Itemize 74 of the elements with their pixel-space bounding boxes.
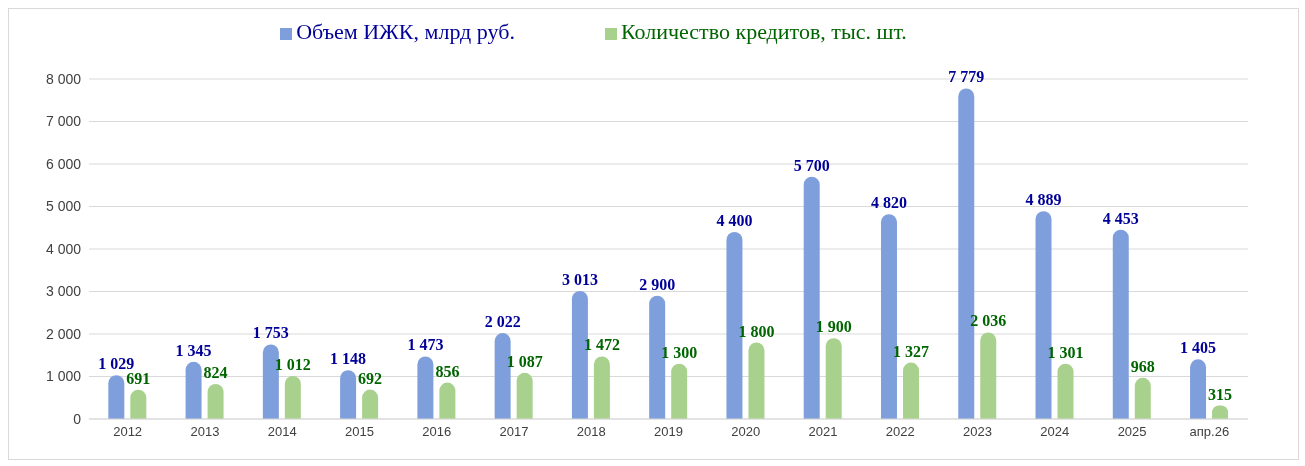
y-tick-label: 2 000 — [45, 325, 82, 342]
bar — [748, 342, 765, 419]
data-label: 1 473 — [407, 336, 444, 354]
x-tick-label: 2017 — [499, 424, 529, 440]
legend-label: Объем ИЖК, млрд руб. — [296, 19, 515, 44]
bar — [185, 361, 202, 419]
data-label: 4 453 — [1102, 209, 1139, 227]
data-label: 824 — [203, 363, 228, 381]
x-tick-label: 2024 — [1040, 424, 1070, 440]
data-label: 1 012 — [274, 355, 311, 373]
x-tick-label: 2020 — [731, 424, 761, 440]
bar — [902, 362, 919, 419]
bar — [207, 383, 224, 419]
bar — [108, 375, 125, 419]
bar — [439, 382, 456, 419]
data-label: 1 900 — [815, 318, 852, 336]
x-tick-label: 2019 — [654, 424, 683, 440]
data-label: 3 013 — [561, 270, 598, 288]
bar — [593, 356, 610, 419]
data-label: 692 — [358, 369, 383, 387]
y-tick-label: 7 000 — [45, 113, 82, 130]
bar — [1134, 377, 1151, 419]
x-tick-label: 2022 — [885, 424, 915, 440]
x-tick-label: 2012 — [113, 424, 143, 440]
bar — [130, 389, 147, 419]
data-label: 4 889 — [1025, 191, 1062, 209]
y-tick-label: 5 000 — [45, 198, 82, 215]
bar — [1112, 229, 1129, 419]
x-tick-label: 2025 — [1117, 424, 1147, 440]
data-label: 1 300 — [661, 343, 698, 361]
x-tick-label: 2015 — [344, 424, 374, 440]
x-tick-label: 2021 — [808, 424, 838, 440]
data-label: 2 022 — [484, 313, 521, 331]
data-label: 856 — [435, 362, 460, 380]
data-label: 1 472 — [583, 336, 620, 354]
data-label: 2 900 — [639, 275, 676, 293]
data-label: 1 327 — [892, 342, 929, 360]
bar — [284, 375, 301, 419]
y-tick-label: 8 000 — [45, 70, 82, 87]
bar — [825, 338, 842, 419]
bar — [671, 363, 688, 419]
y-tick-label: 0 — [73, 410, 82, 427]
data-label: 4 400 — [716, 212, 753, 229]
data-label: 1 087 — [506, 352, 543, 370]
bar — [362, 389, 379, 419]
x-tick-label: 2023 — [963, 424, 993, 440]
data-label: 7 779 — [948, 68, 985, 86]
legend-label: Количество кредитов, тыс. шт. — [620, 19, 907, 44]
x-tick-label: апр.26 — [1189, 424, 1230, 440]
x-tick-label: 2013 — [190, 424, 220, 440]
y-tick-label: 3 000 — [45, 283, 82, 300]
data-label: 968 — [1130, 357, 1155, 375]
data-label: 1 345 — [175, 341, 212, 359]
bar — [516, 372, 533, 419]
data-label: 1 405 — [1180, 339, 1217, 357]
data-label: 5 700 — [793, 156, 830, 174]
data-label: 1 301 — [1047, 343, 1084, 361]
bar — [340, 370, 357, 419]
x-tick-label: 2018 — [576, 424, 606, 440]
data-label: 1 148 — [330, 350, 367, 368]
x-tick-label: 2016 — [422, 424, 452, 440]
y-tick-label: 4 000 — [45, 240, 82, 257]
bar — [1190, 359, 1207, 419]
data-label: 4 820 — [870, 194, 907, 212]
data-label: 2 036 — [970, 312, 1007, 330]
data-label: 315 — [1208, 385, 1233, 403]
y-tick-label: 1 000 — [45, 368, 82, 385]
x-tick-label: 2014 — [267, 424, 297, 440]
data-label: 1 753 — [252, 324, 289, 342]
y-tick-label: 6 000 — [45, 155, 82, 172]
bar — [417, 356, 434, 419]
bar — [980, 332, 997, 419]
bar — [1057, 363, 1074, 419]
data-label: 1 800 — [738, 322, 775, 340]
